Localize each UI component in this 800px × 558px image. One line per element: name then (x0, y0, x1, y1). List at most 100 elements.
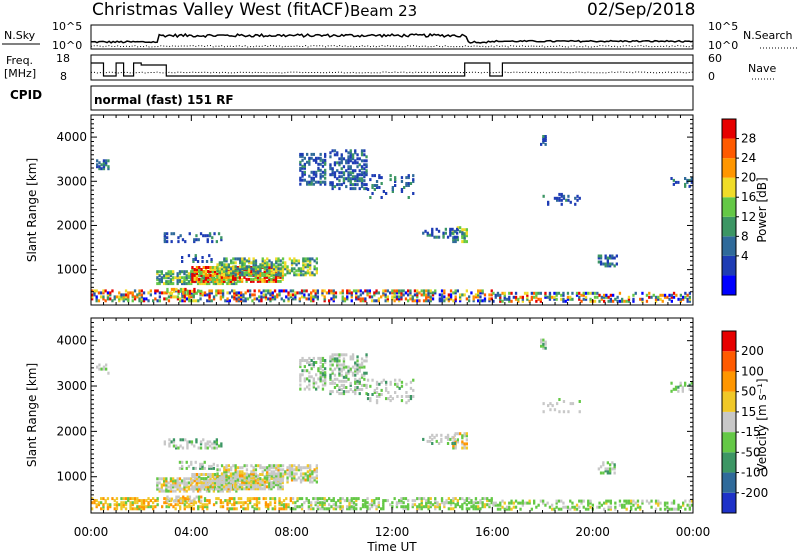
velocity-cell (366, 497, 369, 501)
power-cell (245, 277, 248, 281)
velocity-cell (256, 487, 260, 491)
velocity-cell (156, 497, 159, 501)
power-cell (609, 256, 612, 260)
velocity-cell (456, 501, 459, 505)
velocity-cell (280, 507, 283, 511)
velocity-cell (216, 474, 219, 478)
power-cell (314, 293, 317, 297)
velocity-cell (156, 485, 159, 489)
velocity-cell (272, 466, 276, 470)
power-cell (266, 261, 269, 265)
power-cell (252, 257, 255, 261)
velocity-cell (247, 481, 251, 485)
power-cell (169, 274, 173, 278)
power-cell (203, 291, 207, 295)
velocity-cell (277, 466, 280, 470)
velocity-cell (188, 503, 191, 507)
power-cell (258, 295, 261, 299)
velocity-cell (672, 507, 676, 511)
velocity-cell (299, 363, 302, 367)
power-cell (305, 289, 308, 293)
velocity-cell (312, 507, 315, 511)
velocity-cell (254, 487, 257, 491)
power-cell (272, 273, 276, 277)
power-cell (394, 184, 397, 187)
power-cell (366, 289, 369, 293)
velocity-cell (308, 383, 311, 387)
velocity-cell (120, 501, 123, 505)
power-cell (308, 180, 311, 184)
velocity-cell (314, 503, 317, 507)
power-cell (243, 271, 246, 275)
power-cell (377, 291, 380, 295)
velocity-cell (499, 507, 502, 511)
velocity-cell (452, 507, 455, 511)
power-cell (514, 295, 518, 299)
power-cell (301, 154, 304, 158)
power-cell (169, 282, 173, 286)
velocity-cell (187, 485, 191, 489)
velocity-cell (342, 390, 346, 394)
power-cell (496, 291, 500, 295)
velocity-cell (184, 497, 187, 501)
velocity-cell (195, 438, 198, 442)
power-cell (360, 153, 364, 157)
velocity-cell (197, 499, 201, 503)
power-cell (243, 275, 246, 279)
power-cell (277, 267, 280, 271)
power-cell (257, 267, 260, 271)
velocity-cell (338, 359, 341, 363)
velocity-cell (317, 377, 320, 381)
power-cell (172, 270, 175, 274)
power-cell (442, 231, 445, 235)
power-cell (345, 159, 348, 163)
velocity-cell (136, 507, 139, 511)
velocity-cell (251, 505, 254, 509)
power-cell (351, 161, 355, 165)
power-cell (427, 293, 430, 297)
power-cell (331, 181, 334, 185)
velocity-cell (202, 477, 205, 481)
velocity-cell (365, 392, 368, 396)
power-cell (272, 279, 275, 283)
power-cell (194, 256, 197, 259)
velocity-cell (172, 489, 175, 493)
velocity-cell (599, 465, 603, 469)
velocity-cell (566, 507, 570, 511)
velocity-cell (302, 466, 305, 470)
power-cell (386, 297, 389, 301)
velocity-cell (167, 481, 170, 485)
power-cell (219, 282, 222, 286)
velocity-cell (544, 503, 547, 507)
velocity-cell (354, 367, 357, 371)
velocity-cell (663, 507, 667, 511)
power-cell (167, 274, 170, 278)
power-cell (304, 263, 307, 267)
power-cell (299, 269, 303, 273)
power-cell (199, 232, 203, 236)
velocity-cell (297, 468, 300, 472)
power-cell (560, 194, 563, 198)
velocity-cell (187, 481, 191, 485)
velocity-cell (254, 479, 257, 483)
power-cell (271, 295, 274, 299)
power-cell (425, 293, 428, 297)
velocity-cell (311, 470, 314, 474)
power-cell (207, 270, 210, 273)
velocity-cell (252, 476, 255, 480)
power-cell (204, 277, 208, 281)
velocity-cell (185, 466, 188, 470)
power-cell (181, 276, 184, 280)
velocity-cell (296, 505, 299, 509)
power-cell (227, 271, 230, 275)
velocity-cell (204, 442, 207, 446)
power-cell (338, 183, 341, 187)
power-cell (391, 186, 394, 189)
velocity-cell (226, 503, 229, 507)
power-cell (412, 180, 415, 183)
power-cell (349, 187, 352, 191)
power-cell (98, 167, 101, 171)
power-cell (145, 297, 148, 301)
velocity-cell (199, 446, 203, 450)
velocity-cell (277, 475, 280, 479)
